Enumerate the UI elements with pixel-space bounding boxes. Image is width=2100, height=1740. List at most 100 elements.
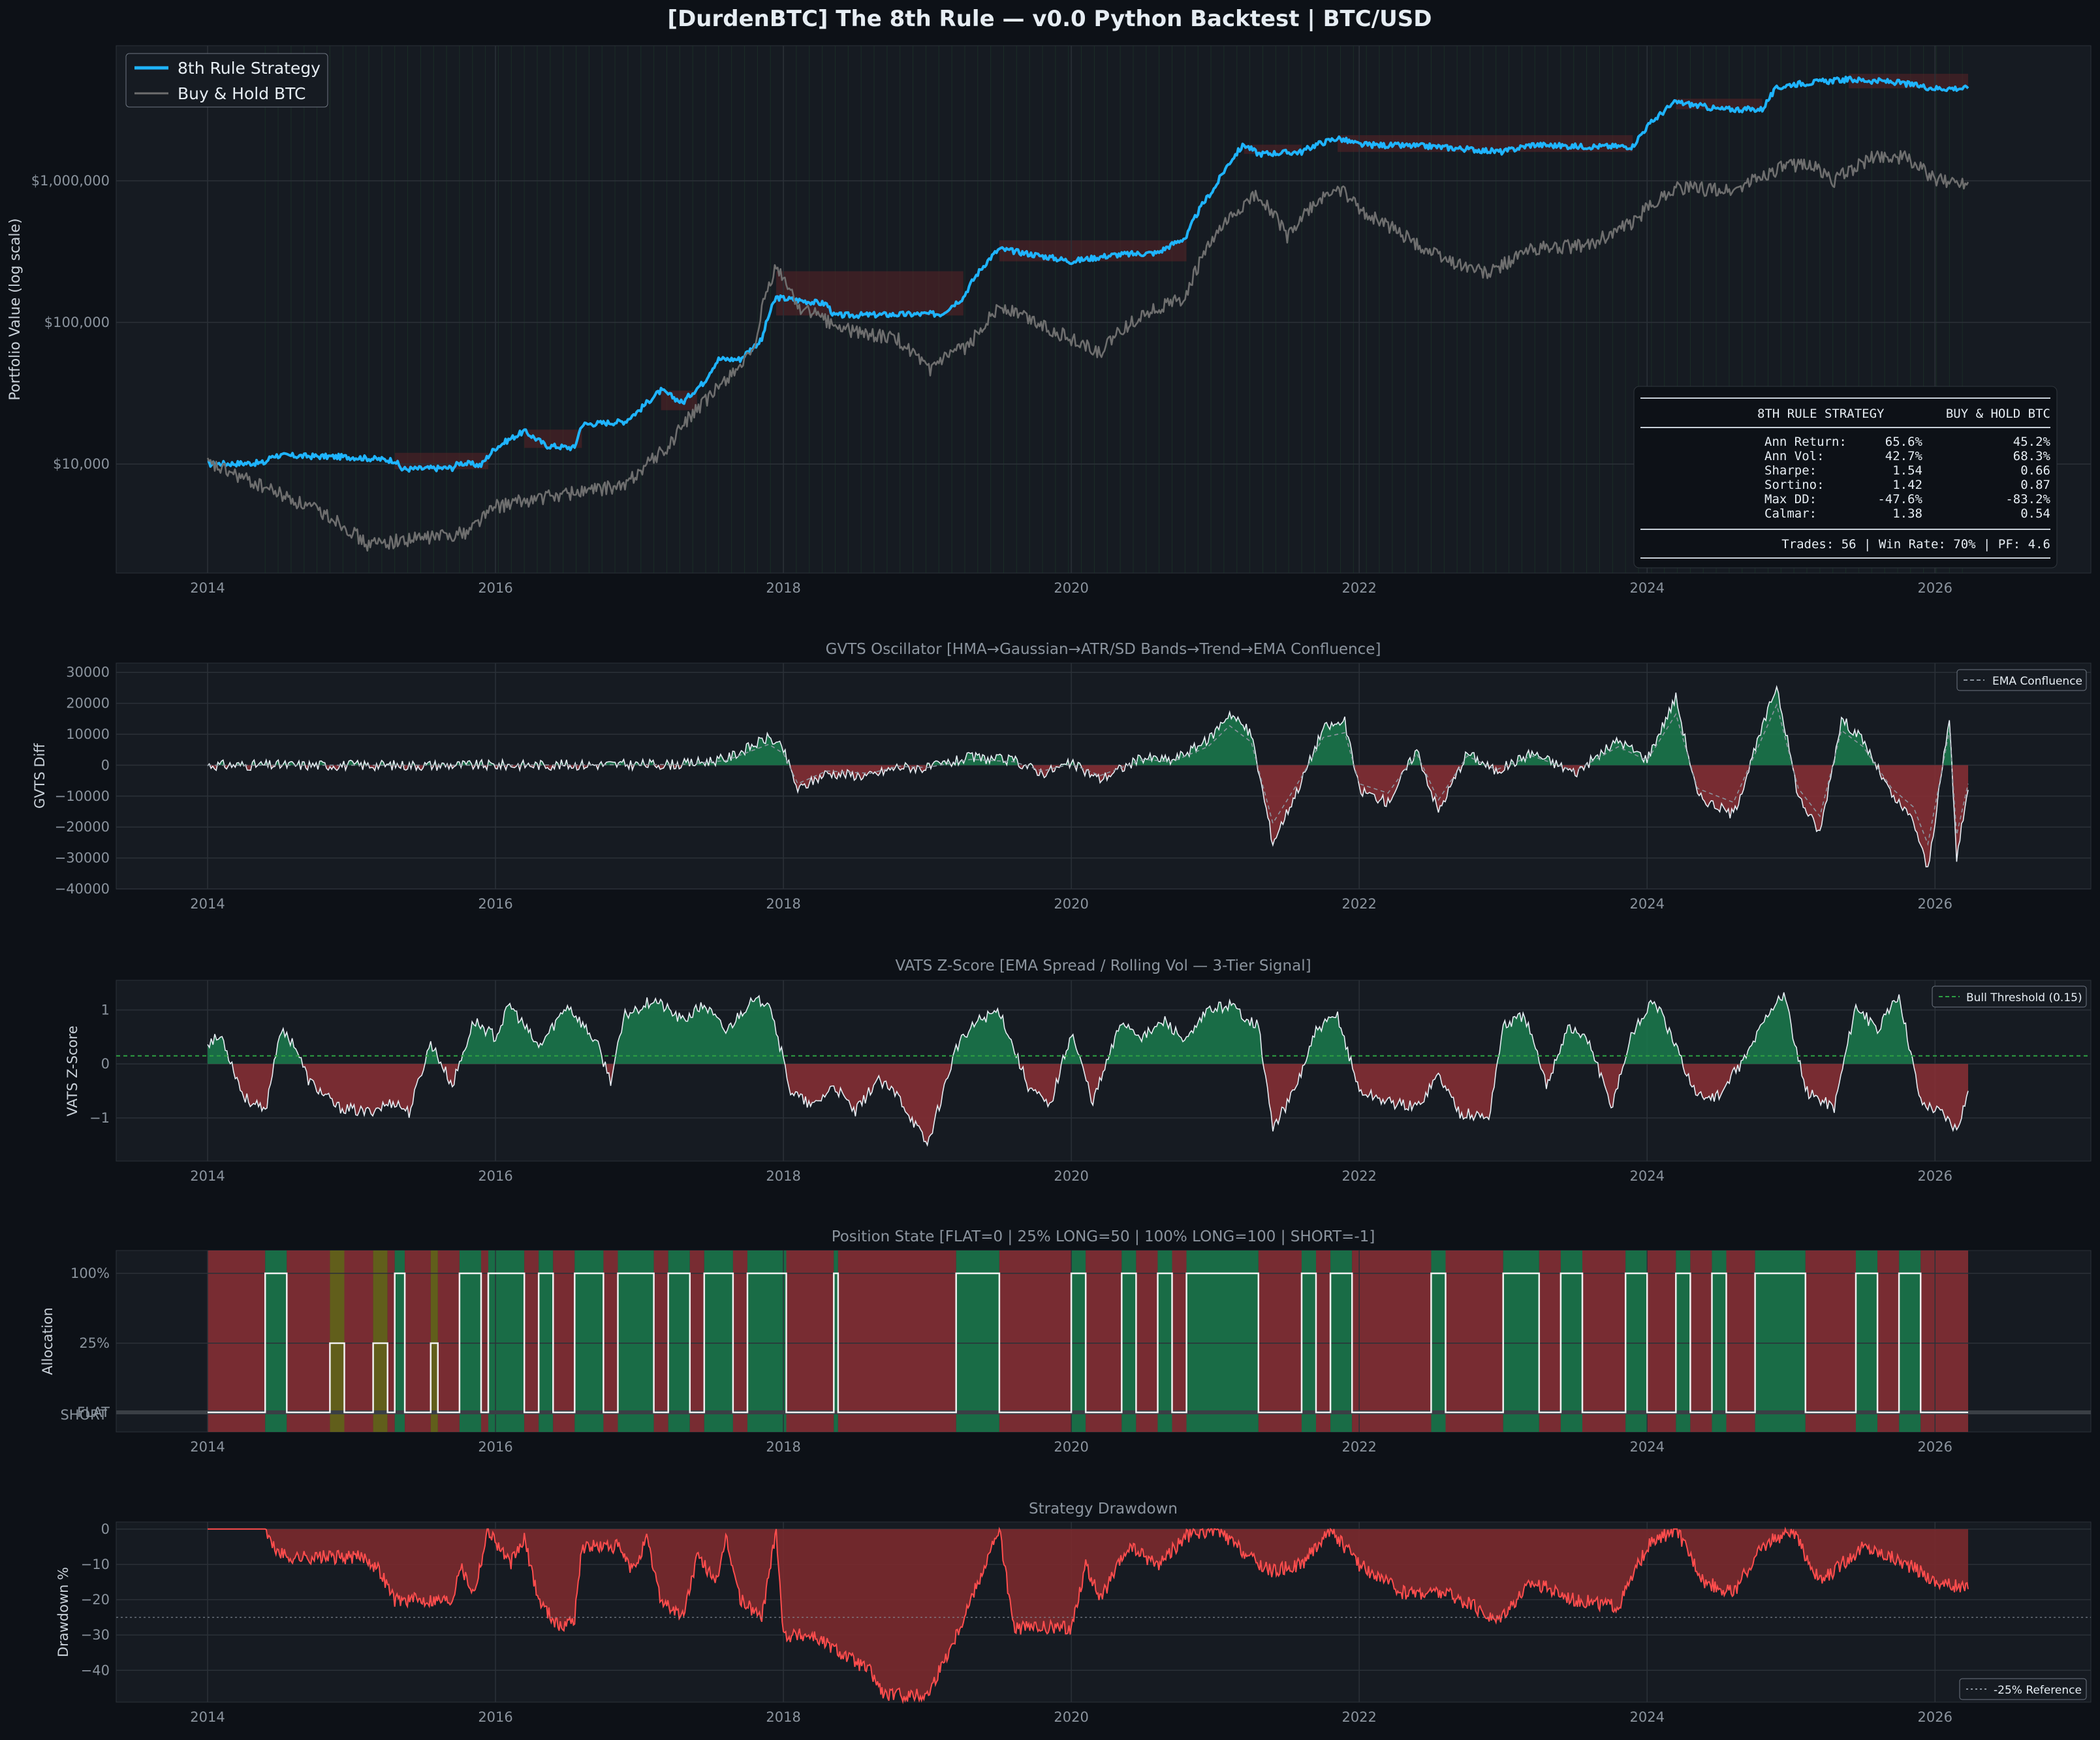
drawdown-xtick-2018: 2018 xyxy=(766,1709,800,1725)
panel1-ytick: 30000 xyxy=(66,664,110,680)
portfolio-ytick: $1,000,000 xyxy=(31,173,110,189)
position-band xyxy=(265,1251,287,1432)
gvts-panel: GVTS Oscillator [HMA→Gaussian→ATR/SD Ban… xyxy=(32,641,2092,912)
panel2-xtick-2024: 2024 xyxy=(1630,1168,1665,1184)
vats-title: VATS Z-Score [EMA Spread / Rolling Vol —… xyxy=(895,957,1311,974)
position-band xyxy=(1186,1251,1259,1432)
allocation-line xyxy=(208,1272,1968,1414)
position-xtick-2020: 2020 xyxy=(1054,1439,1088,1455)
position-band xyxy=(603,1251,618,1432)
position-band xyxy=(1352,1251,1432,1432)
stats-strategy-value: -47.6% xyxy=(1877,492,1922,506)
position-band xyxy=(1157,1251,1172,1432)
panel2-ytick: −1 xyxy=(89,1110,110,1126)
position-band xyxy=(330,1251,345,1432)
drawdown-legend: -25% Reference xyxy=(1959,1678,2087,1700)
stats-header-strategy: 8TH RULE STRATEGY xyxy=(1757,407,1885,421)
stats-label: Ann Return: xyxy=(1764,435,1847,449)
position-band xyxy=(208,1251,266,1432)
position-band xyxy=(459,1251,481,1432)
figure-title: [DurdenBTC] The 8th Rule — v0.0 Python B… xyxy=(668,6,1432,32)
drawdown-y-label: Drawdown % xyxy=(55,1567,71,1657)
position-y-label: Allocation xyxy=(40,1307,55,1375)
panel2-xtick-2026: 2026 xyxy=(1918,1168,1952,1184)
position-band xyxy=(539,1251,554,1432)
drawdown-ytick: −30 xyxy=(81,1627,110,1643)
drawdown-ytick: −20 xyxy=(81,1592,110,1608)
drawdown-xtick-2024: 2024 xyxy=(1630,1709,1665,1725)
position-xtick-2026: 2026 xyxy=(1918,1439,1952,1455)
stats-strategy-value: 42.7% xyxy=(1885,449,1923,463)
ema-confluence-line xyxy=(208,703,1969,847)
gvts-title: GVTS Oscillator [HMA→Gaussian→ATR/SD Ban… xyxy=(826,641,1381,658)
drawdown-title: Strategy Drawdown xyxy=(1029,1500,1178,1517)
panel2-xtick-2016: 2016 xyxy=(478,1168,512,1184)
position-band xyxy=(732,1251,747,1432)
portfolio-legend: 8th Rule Strategy Buy & Hold BTC xyxy=(125,53,328,108)
portfolio-y-label: Portfolio Value (log scale) xyxy=(7,218,24,400)
position-band xyxy=(480,1251,489,1432)
position-xtick-2016: 2016 xyxy=(478,1439,512,1455)
position-band xyxy=(838,1251,956,1432)
position-band xyxy=(524,1251,539,1432)
drawdown-ytick: 0 xyxy=(101,1521,110,1537)
panel1-ytick: 20000 xyxy=(66,696,110,711)
position-ytick: 100% xyxy=(71,1266,110,1281)
legend-strategy-label: 8th Rule Strategy xyxy=(178,59,321,78)
position-band xyxy=(1676,1251,1691,1432)
panel2-xtick-2020: 2020 xyxy=(1054,1168,1088,1184)
stats-table-box xyxy=(1633,386,2058,568)
position-band xyxy=(1136,1251,1158,1432)
buyhold-line xyxy=(206,149,1969,552)
stats-label: Sortino: xyxy=(1764,478,1825,492)
position-band xyxy=(1258,1251,1302,1432)
portfolio-xtick-2026: 2026 xyxy=(1918,580,1952,596)
position-band xyxy=(344,1251,373,1432)
strategy-line xyxy=(207,75,1969,473)
portfolio-xtick-2024: 2024 xyxy=(1630,580,1665,596)
drawdown-panel: Strategy Drawdown 2014 2016 2018 2020 2022 20… xyxy=(55,1500,2092,1725)
position-ytick-short: SHORT xyxy=(60,1407,107,1423)
portfolio-xtick-2020: 2020 xyxy=(1054,580,1088,596)
drawdown-xtick-2026: 2026 xyxy=(1918,1709,1952,1725)
position-band xyxy=(488,1251,525,1432)
position-band xyxy=(287,1251,330,1432)
portfolio-ytick: $10,000 xyxy=(53,456,110,472)
drawdown-shade xyxy=(776,271,964,316)
position-band xyxy=(618,1251,654,1432)
panel1-ytick: −40000 xyxy=(55,881,110,897)
position-band xyxy=(1899,1251,1921,1432)
drawdown-legend-box xyxy=(1959,1678,2087,1700)
position-band xyxy=(1503,1251,1539,1432)
panel1-ytick: −20000 xyxy=(55,819,110,835)
stats-label: Sharpe: xyxy=(1764,463,1817,478)
stats-bh-value: 0.87 xyxy=(2020,478,2050,492)
position-panel: Position State [FLAT=0 | 25% LONG=50 | 1… xyxy=(40,1228,2092,1455)
panel1-ytick: −30000 xyxy=(55,850,110,866)
position-xtick-2022: 2022 xyxy=(1341,1439,1376,1455)
drawdown-xtick-2022: 2022 xyxy=(1341,1709,1376,1725)
vats-legend-box xyxy=(1932,986,2087,1008)
stats-label: Ann Vol: xyxy=(1764,449,1825,463)
position-band xyxy=(1301,1251,1317,1432)
position-xtick-2014: 2014 xyxy=(190,1439,225,1455)
vats-legend-label: Bull Threshold (0.15) xyxy=(1966,991,2082,1004)
position-band xyxy=(1539,1251,1561,1432)
position-band xyxy=(394,1251,405,1432)
position-band xyxy=(1647,1251,1676,1432)
panel2-ytick: 0 xyxy=(101,1056,110,1072)
position-band xyxy=(1582,1251,1626,1432)
stats-strategy-value: 1.54 xyxy=(1892,463,1922,478)
position-band xyxy=(999,1251,1072,1432)
gvts-y-label: GVTS Diff xyxy=(32,743,48,809)
position-band xyxy=(1877,1251,1900,1432)
drawdown-xtick-2014: 2014 xyxy=(190,1709,225,1725)
position-band xyxy=(1431,1251,1446,1432)
stats-table: 8TH RULE STRATEGY BUY & HOLD BTC Ann Ret… xyxy=(1633,386,2058,568)
position-ytick-flat: FLAT xyxy=(77,1405,110,1420)
position-xtick-2024: 2024 xyxy=(1630,1439,1665,1455)
panel2-xtick-2022: 2022 xyxy=(1341,1168,1376,1184)
panel1-xtick-2026: 2026 xyxy=(1918,896,1952,912)
drawdown-line xyxy=(208,1526,1969,1705)
